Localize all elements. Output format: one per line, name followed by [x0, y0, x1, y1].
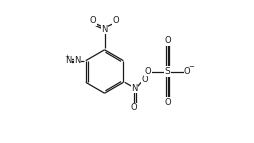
Text: O: O	[184, 67, 190, 76]
Text: N: N	[65, 56, 72, 65]
Text: −: −	[188, 64, 194, 70]
Text: +: +	[65, 54, 70, 59]
Text: S: S	[165, 67, 170, 76]
Text: O: O	[145, 67, 151, 76]
Text: O: O	[131, 103, 138, 112]
Text: O: O	[142, 75, 149, 84]
Text: O: O	[90, 16, 96, 25]
Text: O: O	[164, 36, 171, 45]
Text: N: N	[74, 56, 81, 65]
Text: N: N	[131, 84, 137, 93]
Text: O: O	[164, 98, 171, 107]
Text: O: O	[113, 16, 119, 25]
Text: N: N	[101, 25, 108, 34]
